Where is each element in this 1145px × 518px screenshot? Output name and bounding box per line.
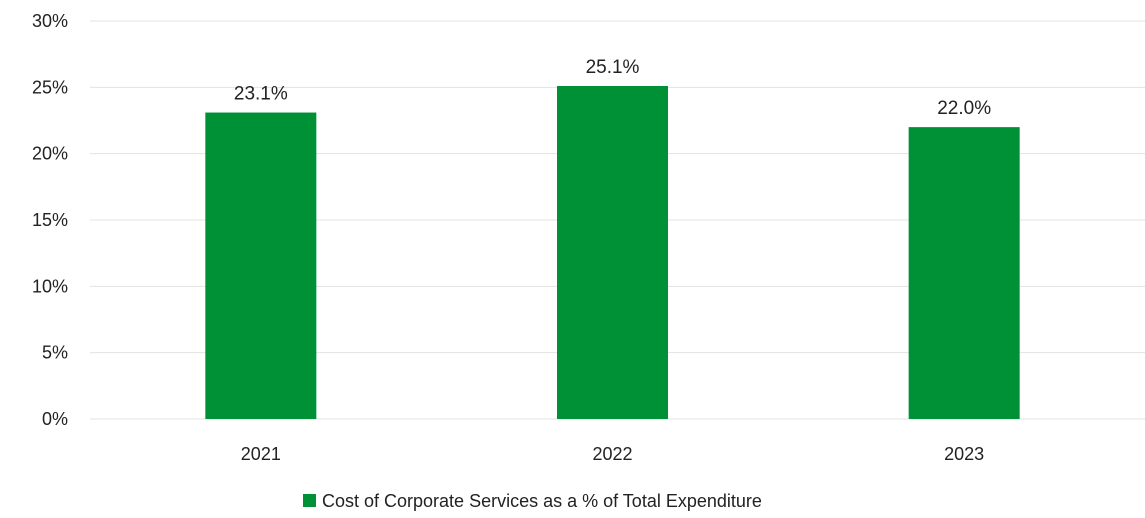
x-tick-label-2021: 2021: [241, 444, 281, 464]
x-tick-label-2022: 2022: [592, 444, 632, 464]
data-label-2023: 22.0%: [937, 98, 991, 119]
x-tick-label-2023: 2023: [944, 444, 984, 464]
y-tick-label: 0%: [42, 409, 68, 429]
y-axis-tick-labels: 0% 5% 10% 15% 20% 25% 30%: [32, 11, 68, 429]
data-label-2022: 25.1%: [586, 57, 640, 78]
x-axis-tick-labels: 2021 2022 2023: [241, 444, 984, 464]
y-tick-label: 30%: [32, 11, 68, 31]
y-tick-label: 10%: [32, 276, 68, 296]
bar-2023: [908, 127, 1020, 419]
legend-swatch: [303, 494, 316, 507]
bar-2022: [557, 86, 668, 420]
bars: [205, 86, 1020, 420]
legend-label: Cost of Corporate Services as a % of Tot…: [322, 491, 762, 511]
y-tick-label: 5%: [42, 343, 68, 363]
data-label-2021: 23.1%: [234, 84, 288, 105]
y-tick-label: 15%: [32, 210, 68, 230]
data-labels: 23.1% 25.1% 22.0%: [234, 57, 991, 119]
legend: Cost of Corporate Services as a % of Tot…: [303, 491, 762, 511]
y-tick-label: 20%: [32, 144, 68, 164]
bar-2021: [205, 112, 317, 419]
y-tick-label: 25%: [32, 77, 68, 97]
